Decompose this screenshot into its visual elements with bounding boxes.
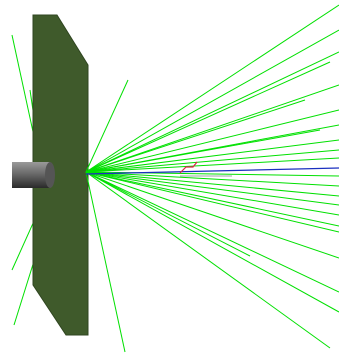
ray-group-front: [85, 4, 339, 353]
ray-5: [85, 99, 306, 173]
ray-6: [85, 109, 339, 173]
ray-11: [85, 157, 339, 173]
ray-10: [85, 149, 339, 173]
ray-0: [85, 4, 339, 173]
ray-9: [85, 139, 339, 173]
ray-18: [85, 171, 339, 233]
marker: [179, 161, 198, 174]
ray-1: [85, 29, 339, 173]
ray-20: [85, 171, 339, 259]
cylinder-shaft: [12, 162, 50, 188]
ray-24: [85, 79, 129, 173]
ray-4: [85, 84, 339, 173]
ray-13: [85, 171, 339, 187]
cylinder-end-cap: [45, 162, 55, 188]
axis-line: [85, 167, 339, 175]
ray-25: [85, 171, 126, 353]
ray-3: [85, 61, 331, 173]
ray-15: [85, 171, 339, 206]
ray-2: [85, 51, 339, 173]
ray-21: [85, 171, 339, 293]
ray-17: [85, 171, 339, 227]
ray-14: [85, 171, 339, 197]
ray-22: [85, 171, 339, 313]
ray-19: [85, 171, 251, 257]
ray-16: [85, 171, 339, 216]
ray-23: [85, 171, 331, 349]
plate: [32, 14, 89, 336]
ray-8: [85, 129, 321, 173]
